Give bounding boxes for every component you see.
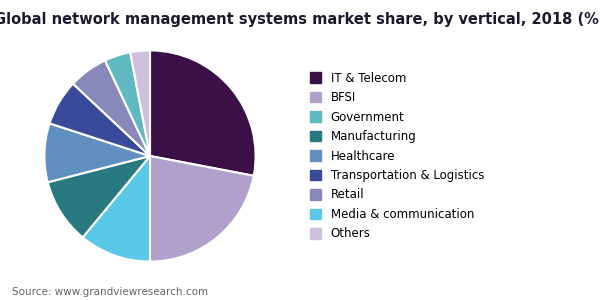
- Wedge shape: [150, 50, 256, 176]
- Wedge shape: [83, 156, 150, 262]
- Wedge shape: [130, 50, 150, 156]
- Text: Source: www.grandviewresearch.com: Source: www.grandviewresearch.com: [12, 287, 208, 297]
- Legend: IT & Telecom, BFSI, Government, Manufacturing, Healthcare, Transportation & Logi: IT & Telecom, BFSI, Government, Manufact…: [310, 71, 484, 241]
- Wedge shape: [48, 156, 150, 237]
- Text: Global network management systems market share, by vertical, 2018 (%): Global network management systems market…: [0, 12, 600, 27]
- Wedge shape: [50, 84, 150, 156]
- Wedge shape: [73, 61, 150, 156]
- Wedge shape: [105, 52, 150, 156]
- Wedge shape: [44, 123, 150, 182]
- Wedge shape: [150, 156, 254, 262]
